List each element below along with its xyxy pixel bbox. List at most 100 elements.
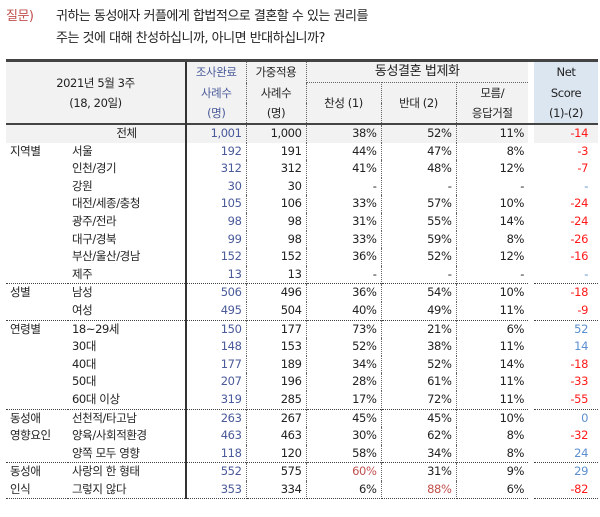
- row-label: 양쪽 모두 영향: [68, 444, 187, 463]
- completed-count: 207: [186, 373, 247, 391]
- completed-header: 조사완료: [186, 60, 247, 83]
- weighted-count: 98: [246, 212, 307, 231]
- dk-pct: 11%: [499, 339, 525, 354]
- oppose-pct: 38%: [381, 338, 457, 356]
- gap: [528, 265, 535, 284]
- favor-pct: 6%: [306, 480, 382, 500]
- net-score: -18: [570, 356, 589, 371]
- weighted-count: 13: [246, 265, 307, 284]
- table-row: 성별 남성 506 496 36% 54% 10% -18: [6, 283, 599, 302]
- row-label: 강원: [68, 177, 187, 196]
- favor-pct: 60%: [306, 462, 382, 481]
- gap: [528, 390, 535, 409]
- completed-count: 263: [186, 408, 247, 428]
- row-label: 광주/전라: [68, 212, 187, 231]
- row-group-label: [6, 266, 68, 284]
- oppose-pct: 21%: [381, 319, 457, 339]
- weighted-count: 312: [246, 160, 307, 178]
- table-row: 대구/경북 99 98 33% 59% 8% -26: [6, 230, 598, 249]
- gap: [528, 142, 535, 161]
- completed-count: 192: [186, 142, 247, 161]
- date-header: 2021년 5월 3주 (18, 20일): [6, 60, 187, 124]
- oppose-pct: 47%: [381, 142, 457, 161]
- legalization-header: 동성결혼 법제화: [306, 60, 529, 83]
- completed-header-3: (명): [186, 103, 247, 124]
- net-score: 29: [534, 462, 599, 481]
- row-group-label: [6, 231, 68, 249]
- weighted-count: 1,000: [246, 124, 307, 143]
- completed-count: 177: [186, 355, 247, 374]
- table-row: 광주/전라 98 98 31% 55% 14% -24: [6, 212, 598, 231]
- weighted-count: 106: [246, 195, 307, 213]
- dk-header: 모름/: [456, 82, 529, 103]
- row-label: 60대 이상: [68, 390, 187, 409]
- gap: [528, 427, 535, 445]
- completed-count: 99: [186, 230, 247, 249]
- row-label: 그렇지 않다: [68, 480, 187, 500]
- net-score: -55: [570, 391, 589, 406]
- completed-count: 118: [186, 444, 247, 463]
- row-label: 인천/경기: [68, 160, 187, 178]
- completed-count: 148: [186, 338, 247, 356]
- dk-pct: 14%: [499, 213, 525, 228]
- net-header-2: Score: [534, 82, 599, 103]
- completed-count: 319: [186, 390, 247, 409]
- favor-pct: 73%: [306, 319, 382, 339]
- row-group-label: [6, 391, 68, 409]
- net-score: -: [584, 178, 589, 193]
- dk-pct: 6%: [456, 480, 529, 500]
- net-score: -33: [570, 374, 589, 389]
- weighted-header-3: (명): [246, 103, 307, 124]
- dk-pct: 6%: [456, 319, 529, 339]
- favor-pct: 36%: [306, 248, 382, 266]
- completed-count: 353: [186, 480, 247, 500]
- table-row: 60대 이상 319 285 17% 72% 11% -55: [6, 390, 598, 409]
- favor-pct: 41%: [306, 160, 382, 178]
- dk-pct: 8%: [506, 445, 525, 460]
- dk-pct: 12%: [499, 249, 525, 264]
- net-score: -24: [570, 196, 589, 211]
- row-label: 18~29세: [68, 319, 187, 339]
- row-group-label: 연령별: [6, 319, 68, 339]
- favor-pct: 58%: [306, 444, 382, 463]
- question-line-1: 귀하는 동성애자 커플에게 합법적으로 결혼할 수 있는 권리를: [56, 9, 368, 24]
- net-score: -18: [534, 283, 599, 302]
- table-row: 지역별 서울 192 191 44% 47% 8% -3: [6, 142, 598, 161]
- gap: [528, 480, 535, 499]
- weighted-header-2: 사례수: [246, 82, 307, 103]
- weighted-count: 30: [246, 177, 307, 196]
- oppose-pct: -: [381, 177, 457, 196]
- row-group-label: 영향요인: [10, 428, 51, 443]
- gap: [528, 338, 535, 356]
- net-score: -82: [534, 480, 599, 500]
- row-label: 서울: [68, 142, 187, 161]
- weighted-count: 177: [246, 319, 307, 339]
- row-label: 50대: [68, 373, 187, 391]
- net-score: -32: [570, 428, 589, 443]
- dk-pct: 10%: [499, 196, 525, 211]
- table-row: 40대 177 189 34% 52% 14% -18: [6, 355, 598, 374]
- table-row: 강원 30 30- - - -: [6, 177, 598, 196]
- gap: [528, 301, 535, 321]
- favor-pct: -: [306, 265, 382, 284]
- gap: [528, 283, 535, 302]
- row-group-label: [6, 445, 68, 463]
- favor-pct: 30%: [306, 427, 382, 445]
- oppose-pct: 52%: [381, 248, 457, 266]
- row-group-label: [6, 213, 68, 231]
- gap: [528, 230, 535, 249]
- table-row: 동성애 선천적/타고남 263 267 45% 45% 10% 0: [6, 408, 599, 428]
- table-row: 연령별 18~29세 150 177 73% 21% 6% 52: [6, 319, 599, 339]
- gap: [528, 355, 535, 374]
- row-group-label: [6, 124, 68, 143]
- net-score: 52: [534, 319, 599, 339]
- weighted-count: 267: [246, 408, 307, 428]
- table-row: 제주 13 13- - - -: [6, 265, 598, 284]
- completed-count: 1,001: [186, 124, 247, 143]
- favor-pct: 33%: [306, 195, 382, 213]
- row-label: 대구/경북: [68, 230, 187, 249]
- weighted-count: 153: [246, 338, 307, 356]
- oppose-pct: 52%: [381, 355, 457, 374]
- net-score: -26: [570, 231, 589, 246]
- oppose-pct: 57%: [381, 195, 457, 213]
